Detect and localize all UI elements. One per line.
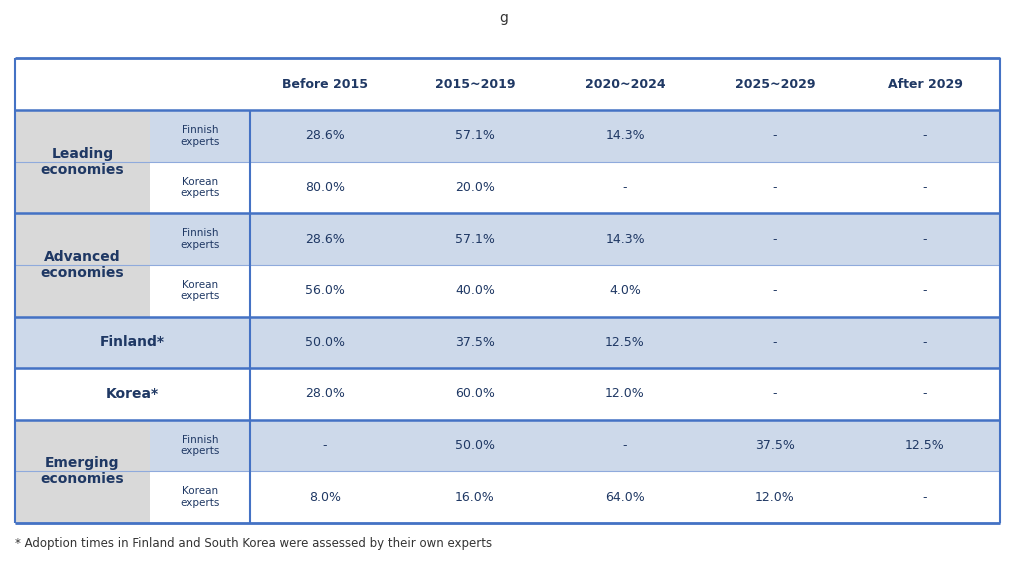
Text: Finnish
experts: Finnish experts (181, 125, 220, 147)
Text: Finland*: Finland* (100, 335, 165, 349)
Text: 12.0%: 12.0% (605, 387, 645, 401)
Bar (150, 110, 250, 162)
Text: -: - (773, 129, 777, 142)
Text: 37.5%: 37.5% (455, 336, 495, 349)
Text: 14.3%: 14.3% (605, 129, 645, 142)
Text: 56.0%: 56.0% (305, 284, 345, 297)
Text: -: - (923, 129, 927, 142)
Text: Leading
economies: Leading economies (40, 147, 124, 177)
Text: After 2029: After 2029 (888, 77, 963, 91)
Text: 12.5%: 12.5% (605, 336, 645, 349)
Text: 50.0%: 50.0% (455, 439, 495, 452)
Bar (15, 317, 150, 368)
Text: 2025~2029: 2025~2029 (735, 77, 815, 91)
Text: 57.1%: 57.1% (455, 232, 495, 246)
Text: 12.5%: 12.5% (905, 439, 944, 452)
Bar (150, 317, 250, 368)
Bar (15, 58, 1000, 110)
Bar (150, 472, 250, 523)
Text: -: - (323, 439, 327, 452)
Text: Emerging
economies: Emerging economies (40, 456, 124, 487)
Text: * Adoption times in Finland and South Korea were assessed by their own experts: * Adoption times in Finland and South Ko… (15, 536, 492, 550)
Bar (15, 368, 150, 420)
Bar (15, 110, 150, 162)
Text: -: - (773, 181, 777, 194)
Bar (15, 420, 150, 472)
Bar (150, 213, 250, 265)
Text: 8.0%: 8.0% (309, 491, 341, 503)
Text: 40.0%: 40.0% (455, 284, 495, 297)
Text: 50.0%: 50.0% (305, 336, 345, 349)
Text: 2015~2019: 2015~2019 (435, 77, 516, 91)
Bar (250, 420, 1000, 472)
Text: 80.0%: 80.0% (305, 181, 345, 194)
Text: 28.0%: 28.0% (305, 387, 345, 401)
Text: -: - (923, 284, 927, 297)
Bar (15, 265, 150, 317)
Text: 4.0%: 4.0% (609, 284, 641, 297)
Text: -: - (623, 439, 628, 452)
Bar (150, 265, 250, 317)
Text: Advanced
economies: Advanced economies (40, 250, 124, 280)
Text: 12.0%: 12.0% (755, 491, 795, 503)
Bar (250, 368, 1000, 420)
Bar (15, 213, 150, 265)
Text: Korea*: Korea* (106, 387, 159, 401)
Text: -: - (923, 491, 927, 503)
Text: 20.0%: 20.0% (455, 181, 495, 194)
Text: -: - (773, 284, 777, 297)
Text: -: - (923, 387, 927, 401)
Bar (250, 265, 1000, 317)
Text: 57.1%: 57.1% (455, 129, 495, 142)
Text: -: - (773, 387, 777, 401)
Text: -: - (923, 336, 927, 349)
Text: -: - (773, 336, 777, 349)
Text: g: g (499, 11, 509, 25)
Text: 37.5%: 37.5% (755, 439, 795, 452)
Text: 14.3%: 14.3% (605, 232, 645, 246)
Text: Before 2015: Before 2015 (282, 77, 368, 91)
Text: 16.0%: 16.0% (455, 491, 494, 503)
Text: Finnish
experts: Finnish experts (181, 435, 220, 457)
Text: 28.6%: 28.6% (305, 232, 345, 246)
Text: 64.0%: 64.0% (605, 491, 645, 503)
Bar (250, 317, 1000, 368)
Bar (15, 162, 150, 213)
Bar (250, 110, 1000, 162)
Bar (250, 162, 1000, 213)
Text: -: - (773, 232, 777, 246)
Text: 2020~2024: 2020~2024 (584, 77, 665, 91)
Text: Korean
experts: Korean experts (181, 487, 220, 508)
Bar (15, 472, 150, 523)
Bar (150, 420, 250, 472)
Text: Finnish
experts: Finnish experts (181, 228, 220, 250)
Text: -: - (923, 181, 927, 194)
Bar (250, 472, 1000, 523)
Bar (150, 162, 250, 213)
Text: 60.0%: 60.0% (455, 387, 495, 401)
Text: 28.6%: 28.6% (305, 129, 345, 142)
Text: Korean
experts: Korean experts (181, 177, 220, 198)
Text: -: - (623, 181, 628, 194)
Text: Korean
experts: Korean experts (181, 280, 220, 302)
Bar (150, 368, 250, 420)
Text: -: - (923, 232, 927, 246)
Bar (250, 213, 1000, 265)
